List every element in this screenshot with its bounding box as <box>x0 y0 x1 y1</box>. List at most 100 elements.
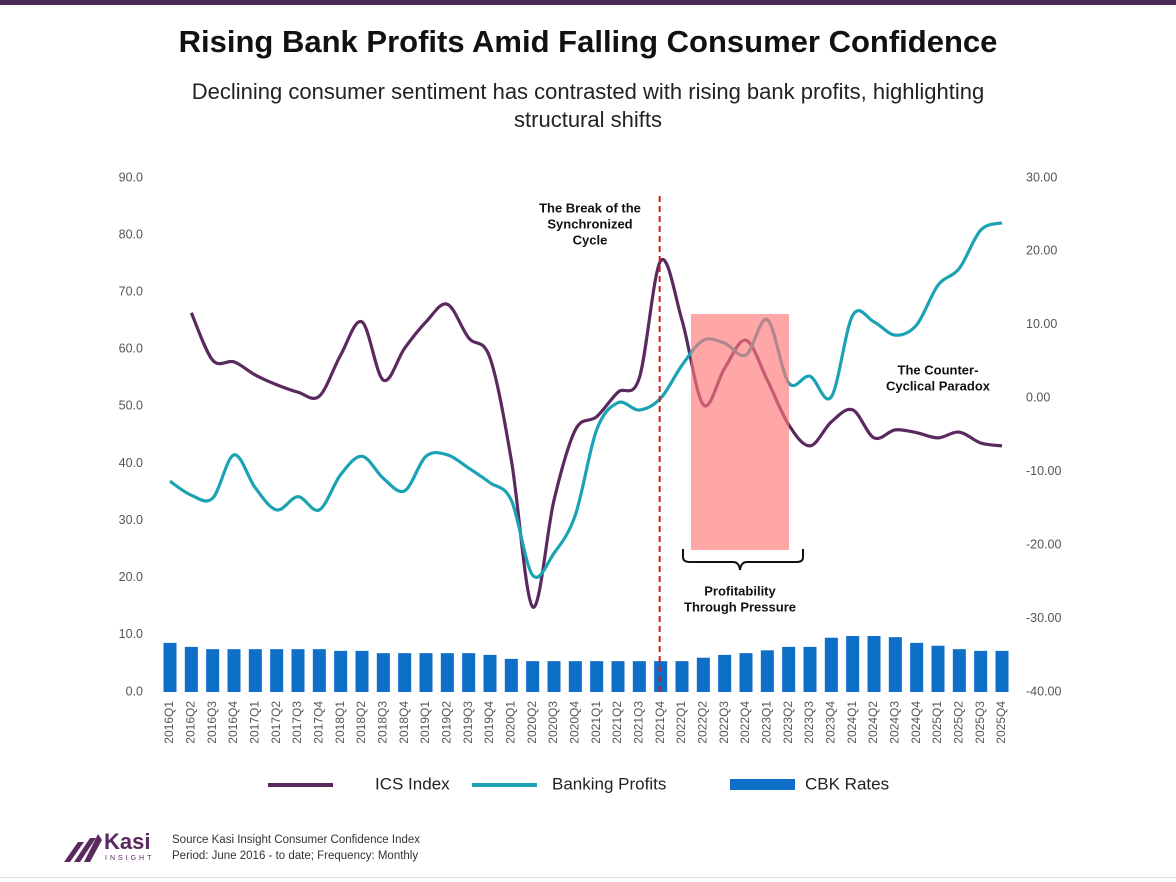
annotation: Cycle <box>573 232 608 247</box>
legend-label: Banking Profits <box>552 774 666 793</box>
x-tick-label: 2024Q3 <box>888 701 902 744</box>
x-tick-label: 2018Q2 <box>354 701 368 744</box>
y-tick-label: 40.0 <box>119 456 143 470</box>
bar <box>398 653 412 692</box>
x-tick-label: 2018Q1 <box>333 701 347 744</box>
bar <box>974 650 988 692</box>
bar <box>248 649 262 692</box>
legend-label: CBK Rates <box>805 774 889 793</box>
bar <box>718 654 732 692</box>
brace <box>682 549 804 571</box>
bar <box>760 650 774 692</box>
x-tick-label: 2021Q3 <box>632 701 646 744</box>
bar <box>440 653 454 692</box>
bar <box>206 649 220 692</box>
x-tick-label: 2016Q3 <box>205 701 219 744</box>
y2-tick-label: -30.00 <box>1026 611 1061 625</box>
x-tick-label: 2020Q3 <box>546 701 560 744</box>
y-tick-label: 20.0 <box>119 570 143 584</box>
bar <box>824 637 838 692</box>
legend-label: ICS Index <box>375 774 450 793</box>
x-tick-label: 2017Q4 <box>312 701 326 744</box>
y-tick-label: 10.0 <box>119 627 143 641</box>
bar <box>632 661 646 692</box>
x-tick-label: 2019Q1 <box>418 701 432 744</box>
bar <box>547 661 561 692</box>
source-text: Source Kasi Insight Consumer Confidence … <box>172 834 420 846</box>
x-tick-label: 2023Q1 <box>760 701 774 744</box>
logo-subtext: INSIGHT <box>105 855 154 862</box>
top-bar <box>0 0 1176 5</box>
line-series <box>169 221 1003 579</box>
bar <box>931 645 945 692</box>
x-tick-label: 2016Q1 <box>162 701 176 744</box>
y-tick-label: 30.0 <box>119 513 143 527</box>
annotation: Cyclical Paradox <box>886 378 991 393</box>
bar <box>739 653 753 692</box>
x-tick-label: 2021Q4 <box>653 701 667 744</box>
logo-text: Kasi <box>104 829 150 854</box>
chart-subtitle: Declining consumer sentiment has contras… <box>191 79 985 132</box>
highlight-zone <box>691 314 789 550</box>
x-tick-label: 2022Q4 <box>738 701 752 744</box>
x-tick-label: 2016Q2 <box>184 701 198 744</box>
bottom-line <box>0 877 1176 878</box>
annotation: The Break of the <box>539 200 641 215</box>
bar <box>675 661 689 692</box>
bar <box>355 650 369 692</box>
x-tick-label: 2025Q2 <box>952 701 966 744</box>
bar <box>227 649 241 692</box>
x-tick-label: 2024Q2 <box>866 701 880 744</box>
bar <box>483 654 497 692</box>
y-tick-label: 90.0 <box>119 170 143 184</box>
x-tick-label: 2016Q4 <box>226 701 240 744</box>
annotation: The Counter- <box>898 362 979 377</box>
y-tick-label: 70.0 <box>119 285 143 299</box>
bar <box>696 657 710 692</box>
legend-swatch <box>730 779 795 790</box>
bar <box>376 653 390 692</box>
bar <box>568 661 582 692</box>
bar <box>270 649 284 692</box>
x-tick-label: 2018Q3 <box>376 701 390 744</box>
x-tick-label: 2025Q4 <box>994 701 1008 744</box>
bar <box>846 636 860 692</box>
bar <box>995 650 1009 692</box>
bar <box>803 646 817 692</box>
x-tick-label: 2017Q3 <box>290 701 304 744</box>
annotation: Synchronized <box>547 216 632 231</box>
y-tick-label: 50.0 <box>119 399 143 413</box>
y-tick-label: 0.0 <box>126 684 143 698</box>
bar <box>504 658 518 692</box>
annotation: Profitability <box>704 583 776 598</box>
bar <box>419 653 433 692</box>
bar <box>163 642 177 692</box>
x-tick-label: 2025Q3 <box>973 701 987 744</box>
period-text: Period: June 2016 - to date; Frequency: … <box>172 850 418 862</box>
bar <box>590 661 604 692</box>
x-tick-label: 2023Q3 <box>802 701 816 744</box>
y2-tick-label: -40.00 <box>1026 684 1061 698</box>
x-tick-label: 2022Q3 <box>717 701 731 744</box>
x-tick-label: 2023Q4 <box>824 701 838 744</box>
logo-icon <box>64 834 102 862</box>
x-tick-label: 2025Q1 <box>930 701 944 744</box>
x-tick-label: 2020Q2 <box>525 701 539 744</box>
x-tick-label: 2017Q2 <box>269 701 283 744</box>
bar <box>611 661 625 692</box>
y-tick-label: 60.0 <box>119 342 143 356</box>
bar <box>312 649 326 692</box>
x-tick-label: 2024Q1 <box>845 701 859 744</box>
annotation: Through Pressure <box>684 599 796 614</box>
y2-tick-label: -20.00 <box>1026 537 1061 551</box>
x-tick-label: 2019Q4 <box>482 701 496 744</box>
y2-tick-label: 30.00 <box>1026 170 1057 184</box>
y2-tick-label: 20.00 <box>1026 244 1057 258</box>
y2-tick-label: 0.00 <box>1026 391 1050 405</box>
bar <box>867 636 881 692</box>
bar <box>526 661 540 692</box>
y2-tick-label: 10.00 <box>1026 317 1057 331</box>
bar <box>291 649 305 692</box>
